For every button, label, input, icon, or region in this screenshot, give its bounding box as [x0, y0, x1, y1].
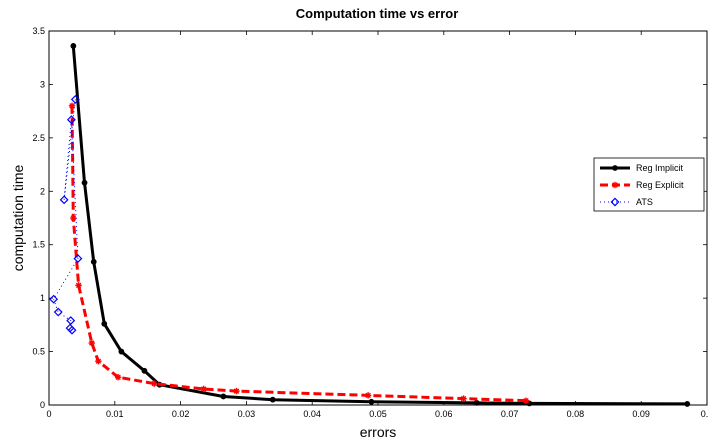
y-tick-label: 2.5 — [32, 133, 45, 143]
x-tick-label: 0.1 — [701, 409, 709, 419]
data-point — [200, 385, 207, 393]
x-tick-label: 0.04 — [303, 409, 321, 419]
legend-label: ATS — [636, 197, 653, 207]
data-point — [473, 399, 480, 406]
data-point — [151, 380, 158, 387]
legend-entry: Reg Implicit — [600, 163, 684, 173]
data-point — [68, 102, 76, 109]
data-point — [90, 258, 97, 265]
data-point — [220, 393, 227, 400]
x-tick-label: 0.08 — [567, 409, 585, 419]
data-point — [114, 374, 122, 381]
legend: Reg Implicit Reg Explicit ATS — [593, 157, 705, 212]
data-point — [368, 398, 375, 405]
data-point — [66, 115, 76, 125]
data-point — [141, 367, 148, 374]
data-point — [118, 348, 125, 355]
legend-label: Reg Implicit — [636, 163, 684, 173]
series-layer — [49, 43, 691, 407]
data-point — [233, 387, 240, 395]
data-point — [49, 294, 59, 304]
x-tick-label: 0.02 — [172, 409, 190, 419]
legend-marker — [610, 197, 620, 207]
data-point — [101, 320, 108, 327]
data-point — [53, 307, 63, 317]
data-point — [81, 179, 88, 186]
x-axis-label: errors — [360, 424, 397, 440]
data-point — [364, 392, 372, 399]
data-point — [522, 397, 530, 404]
y-tick-label: 0.5 — [32, 347, 45, 357]
y-tick-label: 1.5 — [32, 240, 45, 250]
series-line — [70, 105, 527, 403]
legend-label: Reg Explicit — [636, 180, 684, 190]
data-point — [67, 325, 77, 335]
data-point — [684, 401, 691, 407]
y-tick-label: 3 — [40, 79, 45, 89]
legend-marker — [612, 165, 618, 171]
data-point — [88, 339, 95, 347]
legend-entry: Reg Explicit — [600, 180, 684, 190]
data-point — [73, 254, 83, 264]
chart-title: Computation time vs error — [296, 6, 459, 21]
x-tick-label: 0 — [46, 409, 51, 419]
data-point — [70, 43, 77, 49]
series-reg-explicit — [68, 102, 530, 404]
data-point — [70, 214, 77, 222]
x-tick-label: 0.05 — [369, 409, 387, 419]
data-point — [59, 195, 69, 205]
data-point — [269, 396, 276, 403]
y-tick-label: 1 — [40, 293, 45, 303]
legend-entry: ATS — [600, 197, 653, 207]
y-tick-label: 2 — [40, 186, 45, 196]
x-tick-label: 0.06 — [435, 409, 453, 419]
data-point — [95, 357, 102, 365]
legend-marker — [611, 181, 619, 189]
y-axis: 0 0.5 1 1.5 2 2.5 3 3.5 — [32, 26, 707, 410]
y-tick-label: 3.5 — [32, 26, 45, 36]
data-point — [66, 316, 76, 326]
y-tick-label: 0 — [40, 400, 45, 410]
data-point — [75, 282, 82, 289]
x-tick-label: 0.01 — [106, 409, 124, 419]
data-point — [70, 94, 80, 104]
series-ats — [49, 94, 83, 335]
x-tick-label: 0.09 — [632, 409, 650, 419]
data-point — [460, 395, 467, 402]
x-tick-label: 0.07 — [501, 409, 519, 419]
x-tick-label: 0.03 — [238, 409, 256, 419]
y-axis-label: computation time — [10, 164, 26, 271]
